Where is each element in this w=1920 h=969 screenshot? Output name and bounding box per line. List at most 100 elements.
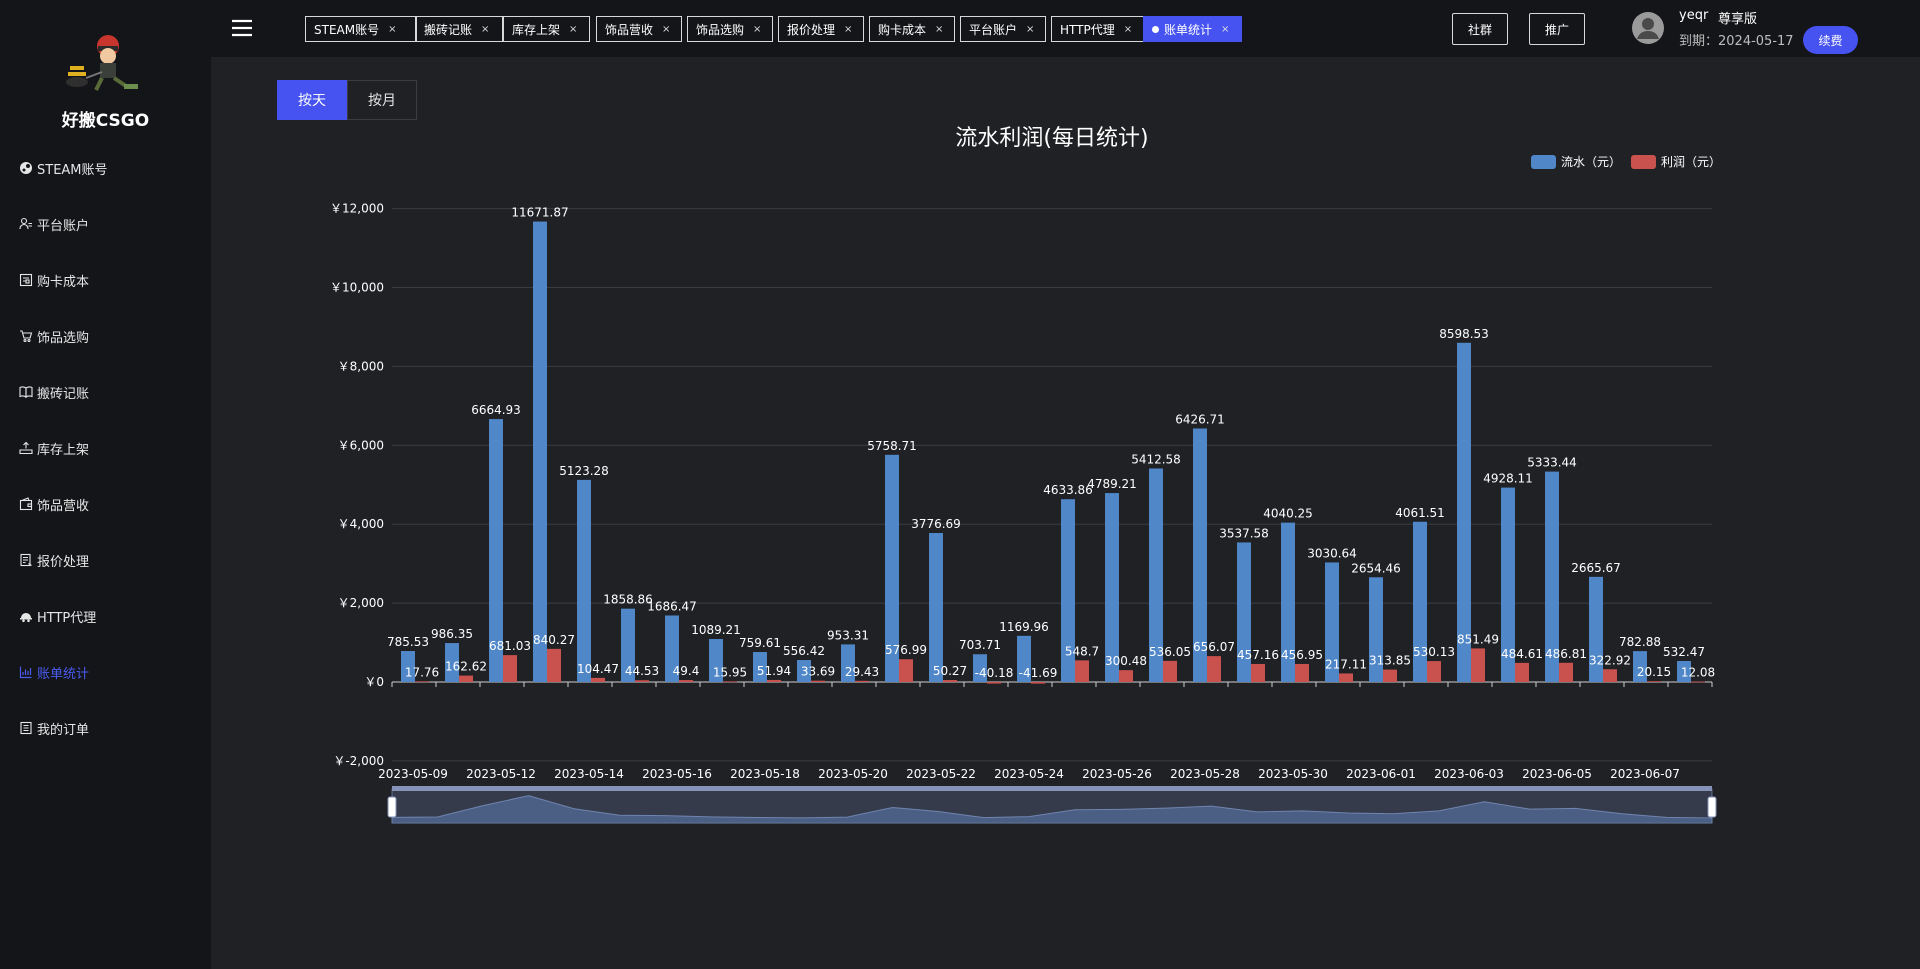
sidebar-item-card-cost[interactable]: 购卡成本 bbox=[19, 268, 89, 292]
profit-bar[interactable] bbox=[1031, 682, 1045, 684]
revenue-bar[interactable] bbox=[1457, 342, 1471, 682]
sidebar-item-steam-account[interactable]: STEAM账号 bbox=[19, 156, 108, 180]
tab-steam-account[interactable]: STEAM账号 × bbox=[305, 16, 417, 42]
revenue-bar[interactable] bbox=[973, 654, 987, 682]
revenue-bar[interactable] bbox=[489, 419, 503, 682]
sidebar-item-quote-handling[interactable]: 报价处理 bbox=[19, 548, 89, 572]
tab-close-icon[interactable]: × bbox=[388, 23, 397, 35]
by-month-button[interactable]: 按月 bbox=[347, 80, 417, 120]
profit-bar[interactable] bbox=[767, 679, 781, 682]
tab-close-icon[interactable]: × bbox=[481, 23, 490, 35]
sidebar-item-http-proxy[interactable]: HTTP代理 bbox=[19, 604, 96, 628]
tab-close-icon[interactable]: × bbox=[1026, 23, 1035, 35]
profit-bar[interactable] bbox=[723, 681, 737, 683]
profit-bar[interactable] bbox=[1427, 661, 1441, 682]
by-day-button[interactable]: 按天 bbox=[277, 80, 347, 120]
tab-close-icon[interactable]: × bbox=[569, 23, 578, 35]
tab-close-icon[interactable]: × bbox=[935, 23, 944, 35]
tab-platform-account[interactable]: 平台账户 × bbox=[960, 16, 1046, 42]
revenue-bar[interactable] bbox=[1281, 522, 1295, 682]
tab-brick-ledger[interactable]: 搬砖记账 × bbox=[415, 16, 503, 42]
revenue-bar[interactable] bbox=[1413, 521, 1427, 682]
sidebar-item-inventory-listing[interactable]: 库存上架 bbox=[19, 436, 89, 460]
revenue-bar[interactable] bbox=[1193, 428, 1207, 682]
revenue-bar[interactable] bbox=[1325, 562, 1339, 682]
profit-bar[interactable] bbox=[1647, 681, 1661, 683]
profit-bar[interactable] bbox=[987, 682, 1001, 684]
tab-close-icon[interactable]: × bbox=[1123, 23, 1133, 35]
revenue-bar[interactable] bbox=[797, 660, 811, 682]
profit-bar[interactable] bbox=[503, 655, 517, 682]
data-zoom-handle-left[interactable] bbox=[387, 796, 397, 818]
sidebar-item-brick-ledger[interactable]: 搬砖记账 bbox=[19, 380, 89, 404]
revenue-bar[interactable] bbox=[1545, 471, 1559, 682]
promote-button[interactable]: 推广 bbox=[1529, 13, 1585, 45]
profit-bar[interactable] bbox=[1559, 662, 1573, 682]
tab-close-icon[interactable]: × bbox=[662, 23, 671, 35]
profit-bar[interactable] bbox=[1207, 656, 1221, 682]
revenue-bar[interactable] bbox=[1677, 660, 1691, 682]
profit-bar[interactable] bbox=[459, 675, 473, 682]
tab-card-cost[interactable]: 购卡成本 × bbox=[869, 16, 955, 42]
profit-bar[interactable] bbox=[899, 659, 913, 682]
avatar-icon[interactable] bbox=[1632, 12, 1664, 44]
revenue-bar[interactable] bbox=[445, 643, 459, 682]
data-zoom-handle-right[interactable] bbox=[1707, 796, 1717, 818]
revenue-bar[interactable] bbox=[1017, 635, 1031, 682]
sidebar-item-bill-stats[interactable]: 账单统计 bbox=[19, 660, 89, 684]
data-zoom-bar[interactable] bbox=[392, 786, 1712, 791]
sidebar-item-item-revenue[interactable]: 饰品营收 bbox=[19, 492, 89, 516]
profit-bar[interactable] bbox=[811, 680, 825, 682]
profit-bar[interactable] bbox=[547, 648, 561, 682]
profit-bar[interactable] bbox=[415, 681, 429, 683]
revenue-bar[interactable] bbox=[1369, 577, 1383, 682]
profit-bar[interactable] bbox=[1163, 660, 1177, 682]
profit-bar[interactable] bbox=[679, 680, 693, 682]
profit-bar[interactable] bbox=[1515, 662, 1529, 682]
sidebar-item-item-purchase[interactable]: 饰品选购 bbox=[19, 324, 89, 348]
sidebar-item-my-orders[interactable]: 我的订单 bbox=[19, 716, 89, 740]
profit-bar[interactable] bbox=[1339, 673, 1353, 682]
tab-close-icon[interactable]: × bbox=[753, 23, 762, 35]
revenue-bar[interactable] bbox=[841, 644, 855, 682]
renew-button[interactable]: 续费 bbox=[1803, 26, 1858, 54]
community-button[interactable]: 社群 bbox=[1452, 13, 1508, 45]
sidebar-item-platform-account[interactable]: 平台账户 bbox=[19, 212, 89, 236]
revenue-bar[interactable] bbox=[665, 615, 679, 682]
tab-quote-handling[interactable]: 报价处理 × bbox=[778, 16, 864, 42]
tab-bill-stats[interactable]: 账单统计 × bbox=[1143, 16, 1242, 42]
revenue-bar[interactable] bbox=[1633, 651, 1647, 682]
revenue-bar[interactable] bbox=[1237, 542, 1251, 682]
profit-bar[interactable] bbox=[1383, 669, 1397, 682]
revenue-bar[interactable] bbox=[577, 479, 591, 682]
revenue-bar[interactable] bbox=[621, 608, 635, 682]
revenue-bar[interactable] bbox=[709, 639, 723, 682]
tab-item-revenue[interactable]: 饰品营收 × bbox=[596, 16, 682, 42]
profit-bar[interactable] bbox=[591, 677, 605, 682]
revenue-bar[interactable] bbox=[1589, 576, 1603, 682]
profit-bar[interactable] bbox=[1251, 663, 1265, 682]
revenue-bar[interactable] bbox=[533, 221, 547, 682]
revenue-bar[interactable] bbox=[1061, 499, 1075, 682]
revenue-bar[interactable] bbox=[1149, 468, 1163, 682]
hamburger-menu-icon[interactable] bbox=[231, 17, 253, 39]
profit-bar[interactable] bbox=[1295, 663, 1309, 682]
revenue-bar[interactable] bbox=[1105, 493, 1119, 682]
profit-bar[interactable] bbox=[1075, 660, 1089, 682]
profit-bar[interactable] bbox=[1603, 669, 1617, 682]
profit-bar[interactable] bbox=[943, 680, 957, 682]
legend-profit[interactable]: 利润（元） bbox=[1631, 153, 1721, 170]
revenue-bar[interactable] bbox=[753, 652, 767, 682]
tab-inventory-listing[interactable]: 库存上架 × bbox=[503, 16, 590, 42]
profit-bar[interactable] bbox=[855, 680, 869, 682]
profit-bar[interactable] bbox=[1119, 670, 1133, 682]
tab-close-icon[interactable]: × bbox=[844, 23, 853, 35]
revenue-bar[interactable] bbox=[401, 651, 415, 682]
tab-item-purchase[interactable]: 饰品选购 × bbox=[687, 16, 773, 42]
legend-revenue[interactable]: 流水（元） bbox=[1531, 153, 1621, 170]
tab-close-icon[interactable]: × bbox=[1221, 23, 1230, 35]
tab-http-proxy[interactable]: HTTP代理 × bbox=[1051, 16, 1146, 42]
revenue-bar[interactable] bbox=[1501, 487, 1515, 682]
profit-bar[interactable] bbox=[1471, 648, 1485, 682]
profit-bar[interactable] bbox=[635, 680, 649, 682]
